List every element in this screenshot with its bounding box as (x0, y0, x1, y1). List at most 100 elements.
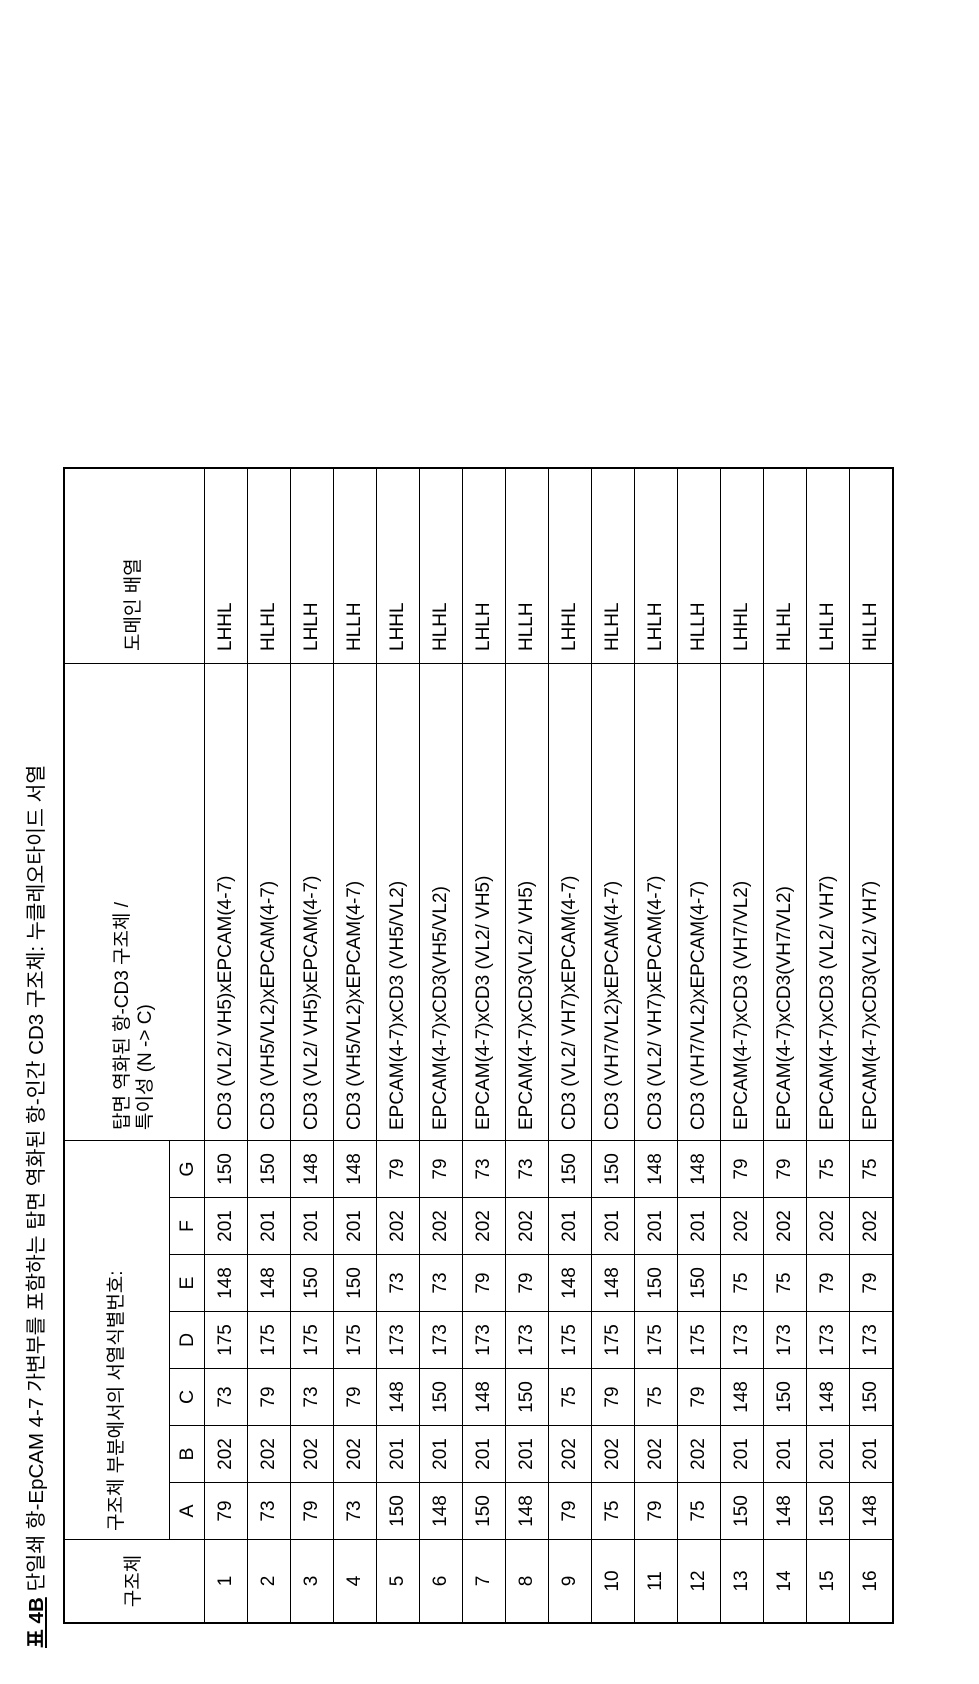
cell-seqid-e: 79 (807, 1255, 850, 1312)
cell-specificity: CD3 (VL2/ VH5)xEPCAM(4-7) (205, 664, 248, 1141)
cell-construct: 6 (420, 1540, 463, 1624)
cell-construct: 1 (205, 1540, 248, 1624)
cell-seqid-b: 202 (291, 1426, 334, 1483)
cell-specificity: EPCAM(4-7)xCD3 (VH5/VL2) (377, 664, 420, 1141)
cell-seqid-g: 79 (377, 1141, 420, 1198)
table-row: 47320279175150201148CD3 (VH5/VL2)xEPCAM(… (334, 468, 377, 1623)
cell-domain-arrangement: LHLH (291, 468, 334, 664)
header-row-group: 구조체 구조체 부분에서의 서열식별번호: 탑면 역화된 항-CD3 구조체 /… (64, 468, 170, 1623)
header-col-d: D (170, 1312, 205, 1369)
cell-seqid-a: 148 (850, 1483, 894, 1540)
cell-seqid-d: 175 (592, 1312, 635, 1369)
cell-seqid-c: 148 (463, 1369, 506, 1426)
header-col-c: C (170, 1369, 205, 1426)
cell-seqid-f: 202 (377, 1198, 420, 1255)
cell-seqid-e: 148 (248, 1255, 291, 1312)
cell-domain-arrangement: LHLH (635, 468, 678, 664)
cell-seqid-b: 202 (635, 1426, 678, 1483)
table-caption-text: 단일쇄 항-EpCAM 4-7 가변부를 포함하는 탑면 역화된 항-인간 CD… (25, 765, 48, 1592)
table-caption: 표 4B 단일쇄 항-EpCAM 4-7 가변부를 포함하는 탑면 역화된 항-… (24, 28, 50, 1648)
cell-seqid-e: 148 (205, 1255, 248, 1312)
cell-domain-arrangement: LHHL (205, 468, 248, 664)
cell-seqid-a: 79 (205, 1483, 248, 1540)
cell-seqid-b: 202 (334, 1426, 377, 1483)
cell-domain-arrangement: HLLH (850, 468, 894, 664)
header-construct: 구조체 (64, 1540, 205, 1624)
cell-seqid-b: 201 (764, 1426, 807, 1483)
cell-seqid-c: 79 (678, 1369, 721, 1426)
cell-seqid-b: 201 (850, 1426, 894, 1483)
cell-seqid-d: 173 (506, 1312, 549, 1369)
cell-construct: 13 (721, 1540, 764, 1624)
cell-seqid-c: 150 (764, 1369, 807, 1426)
cell-seqid-d: 175 (678, 1312, 721, 1369)
cell-seqid-b: 202 (592, 1426, 635, 1483)
cell-seqid-a: 79 (635, 1483, 678, 1540)
cell-seqid-e: 75 (764, 1255, 807, 1312)
cell-seqid-g: 148 (635, 1141, 678, 1198)
cell-construct: 10 (592, 1540, 635, 1624)
cell-seqid-f: 202 (506, 1198, 549, 1255)
cell-seqid-f: 202 (850, 1198, 894, 1255)
cell-seqid-a: 73 (334, 1483, 377, 1540)
cell-seqid-a: 79 (549, 1483, 592, 1540)
cell-seqid-e: 150 (334, 1255, 377, 1312)
cell-seqid-f: 201 (549, 1198, 592, 1255)
cell-seqid-c: 75 (549, 1369, 592, 1426)
cell-seqid-b: 202 (205, 1426, 248, 1483)
cell-seqid-g: 148 (334, 1141, 377, 1198)
cell-seqid-a: 150 (721, 1483, 764, 1540)
cell-specificity: EPCAM(4-7)xCD3 (VL2/ VH7) (807, 664, 850, 1141)
cell-seqid-a: 148 (420, 1483, 463, 1540)
cell-seqid-f: 202 (721, 1198, 764, 1255)
cell-construct: 11 (635, 1540, 678, 1624)
cell-seqid-g: 148 (291, 1141, 334, 1198)
cell-seqid-d: 173 (377, 1312, 420, 1369)
cell-construct: 2 (248, 1540, 291, 1624)
cell-specificity: CD3 (VL2/ VH7)xEPCAM(4-7) (635, 664, 678, 1141)
cell-seqid-d: 173 (850, 1312, 894, 1369)
cell-construct: 15 (807, 1540, 850, 1624)
cell-seqid-g: 150 (248, 1141, 291, 1198)
cell-seqid-c: 150 (850, 1369, 894, 1426)
cell-construct: 8 (506, 1540, 549, 1624)
cell-construct: 12 (678, 1540, 721, 1624)
table-row: 107520279175148201150CD3 (VH7/VL2)xEPCAM… (592, 468, 635, 1623)
cell-seqid-d: 173 (807, 1312, 850, 1369)
table-row: 61482011501737320279EPCAM(4-7)xCD3(VH5/V… (420, 468, 463, 1623)
cell-seqid-c: 79 (334, 1369, 377, 1426)
cell-construct: 7 (463, 1540, 506, 1624)
cell-specificity: EPCAM(4-7)xCD3 (VH7/VL2) (721, 664, 764, 1141)
cell-seqid-d: 175 (549, 1312, 592, 1369)
cell-seqid-f: 201 (291, 1198, 334, 1255)
cell-seqid-a: 73 (248, 1483, 291, 1540)
cell-domain-arrangement: HLHL (592, 468, 635, 664)
cell-domain-arrangement: LHLH (463, 468, 506, 664)
table-row: 131502011481737520279EPCAM(4-7)xCD3 (VH7… (721, 468, 764, 1623)
cell-specificity: CD3 (VL2/ VH5)xEPCAM(4-7) (291, 664, 334, 1141)
cell-construct: 14 (764, 1540, 807, 1624)
cell-specificity: CD3 (VH7/VL2)xEPCAM(4-7) (592, 664, 635, 1141)
header-domain-arrangement: 도메인 배열 (64, 468, 205, 664)
cell-seqid-e: 79 (850, 1255, 894, 1312)
patent-page: 표 4B 단일쇄 항-EpCAM 4-7 가변부를 포함하는 탑면 역화된 항-… (0, 0, 979, 1684)
cell-seqid-e: 79 (463, 1255, 506, 1312)
cell-specificity: EPCAM(4-7)xCD3 (VL2/ VH5) (463, 664, 506, 1141)
cell-seqid-a: 150 (377, 1483, 420, 1540)
cell-specificity: EPCAM(4-7)xCD3(VH5/VL2) (420, 664, 463, 1141)
cell-domain-arrangement: HLHL (764, 468, 807, 664)
cell-seqid-f: 201 (205, 1198, 248, 1255)
cell-seqid-f: 202 (764, 1198, 807, 1255)
cell-seqid-e: 148 (549, 1255, 592, 1312)
cell-specificity: EPCAM(4-7)xCD3(VH7/VL2) (764, 664, 807, 1141)
table-row: 127520279175150201148CD3 (VH7/VL2)xEPCAM… (678, 468, 721, 1623)
table-row: 27320279175148201150CD3 (VH5/VL2)xEPCAM(… (248, 468, 291, 1623)
cell-seqid-a: 75 (678, 1483, 721, 1540)
cell-seqid-f: 201 (248, 1198, 291, 1255)
cell-domain-arrangement: HLLH (334, 468, 377, 664)
cell-seqid-g: 79 (764, 1141, 807, 1198)
cell-seqid-d: 173 (764, 1312, 807, 1369)
table-row: 161482011501737920275EPCAM(4-7)xCD3(VL2/… (850, 468, 894, 1623)
cell-seqid-a: 75 (592, 1483, 635, 1540)
cell-seqid-e: 73 (377, 1255, 420, 1312)
